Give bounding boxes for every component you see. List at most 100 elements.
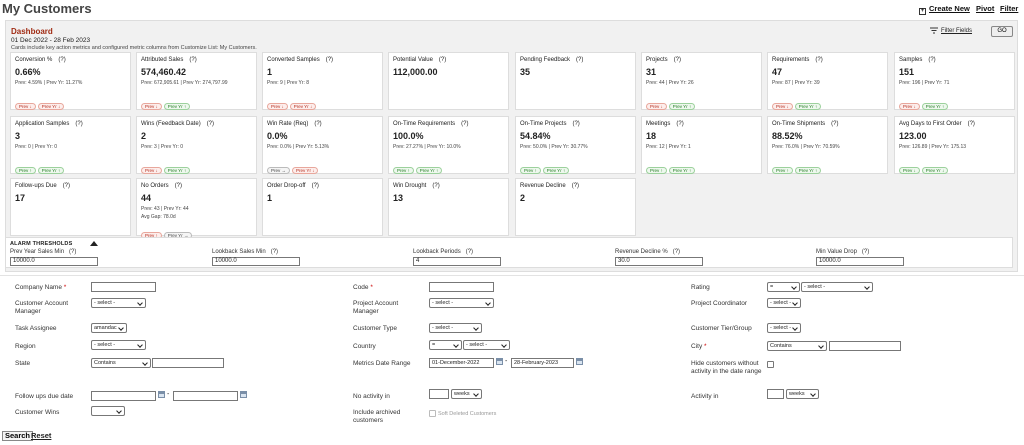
pivot-link[interactable]: Pivot [976, 4, 995, 13]
region-select[interactable]: - select - [91, 340, 146, 350]
metrics-date-to-input[interactable]: 28-February-2023 [511, 358, 574, 368]
metric-card-header: Avg Days to First Order (?) [899, 121, 975, 127]
help-icon[interactable]: (?) [206, 121, 215, 127]
help-icon[interactable]: (?) [572, 121, 580, 127]
code-input[interactable] [429, 282, 494, 292]
dashboard-note: Cards include key action metrics and con… [11, 45, 257, 51]
calendar-icon[interactable] [496, 358, 503, 365]
help-icon[interactable]: (?) [438, 57, 447, 63]
no-activity-unit-select[interactable]: weeks [451, 389, 482, 399]
metric-card-badges: Prev ↑ Prev Yr ↑ [393, 159, 444, 177]
soft-deleted-checkbox[interactable] [429, 410, 436, 417]
filter-fields-link[interactable]: Filter Fields [941, 28, 973, 34]
help-icon[interactable]: (?) [967, 121, 975, 127]
help-icon[interactable]: (?) [815, 57, 823, 63]
rating-select[interactable]: - select - [801, 282, 873, 292]
activity-in-count-input[interactable] [767, 389, 784, 399]
help-icon[interactable]: (?) [174, 183, 183, 189]
customer-tier-group-select[interactable]: - select - [767, 323, 801, 333]
follow-ups-from-input[interactable] [91, 391, 156, 401]
help-icon[interactable]: (?) [62, 183, 71, 189]
calendar-icon[interactable] [576, 358, 583, 365]
customer-tier-group-label: Customer Tier/Group [691, 325, 752, 332]
help-icon[interactable]: (?) [311, 183, 319, 189]
metric-card-comparison: Prev: 43 | Prev Yr: 44 [141, 206, 189, 212]
metric-card-label: On-Time Shipments [772, 121, 826, 127]
help-icon[interactable]: (?) [676, 121, 684, 127]
trend-badge: Prev Yr ↑ [37, 167, 65, 174]
alarm-field-input[interactable]: 10000.0 [816, 257, 904, 266]
alarm-field-input[interactable]: 30.0 [615, 257, 703, 266]
metric-card: Wins (Feedback Date) (?) 2 Prev: 3 | Prev Y… [136, 116, 257, 174]
metric-card: Follow-ups Due (?) 17 [10, 178, 131, 236]
company-name-input[interactable] [91, 282, 156, 292]
customer-account-manager-select[interactable]: - select - [91, 298, 146, 308]
search-button[interactable]: Search [2, 431, 34, 441]
trend-badge: Prev ↑ [15, 167, 36, 174]
help-icon[interactable]: (?) [270, 249, 279, 255]
metric-card-header: Application Samples (?) [15, 121, 83, 127]
help-icon[interactable]: (?) [928, 57, 936, 63]
help-icon[interactable]: (?) [314, 121, 322, 127]
hide-customers-checkbox[interactable] [767, 361, 774, 368]
customer-type-select[interactable]: - select - [429, 323, 482, 333]
create-new-link[interactable]: + Create New [919, 4, 970, 15]
metric-card-badges: Prev ↑ Prev Yr ↑ [646, 159, 697, 177]
alarm-field-label-text: Lookback Periods [413, 249, 461, 255]
metric-card-header: Conversion % (?) [15, 57, 66, 63]
trend-badge: Prev → [267, 167, 291, 174]
metric-card-comparison: Prev: 76.0% | Prev Yr: 70.59% [772, 144, 840, 150]
metrics-date-from-input[interactable]: 01-December-2022 [429, 358, 494, 368]
trend-badge: Prev ↑ [772, 167, 793, 174]
help-icon[interactable]: (?) [831, 121, 839, 127]
help-icon[interactable]: (?) [673, 57, 682, 63]
help-icon[interactable]: (?) [461, 121, 469, 127]
country-operator-select[interactable]: = [429, 340, 462, 350]
city-input[interactable] [829, 341, 901, 351]
city-operator-select[interactable]: Contains [767, 341, 827, 351]
alarm-field-input[interactable]: 10000.0 [212, 257, 300, 266]
calendar-icon[interactable] [240, 391, 247, 398]
help-icon[interactable]: (?) [75, 121, 83, 127]
metric-card-comparison: Prev: 4.59% | Prev Yr: 11.27% [15, 80, 83, 86]
trend-badge: Prev ↓ [15, 103, 36, 110]
help-icon[interactable]: (?) [465, 249, 474, 255]
follow-ups-to-input[interactable] [173, 391, 238, 401]
help-icon[interactable]: (?) [69, 249, 77, 255]
metric-card-value: 54.84% [520, 131, 551, 141]
help-icon[interactable]: (?) [58, 57, 66, 63]
go-button[interactable]: GO [991, 26, 1013, 37]
collapse-caret-icon[interactable] [90, 241, 98, 246]
alarm-field-label-text: Lookback Sales Min [212, 249, 266, 255]
no-activity-count-input[interactable] [429, 389, 449, 399]
task-assignee-select[interactable]: amandac [91, 323, 127, 333]
metric-card-comparison: Prev: 672,905.61 | Prev Yr: 274,797.99 [141, 80, 228, 86]
help-icon[interactable]: (?) [576, 57, 584, 63]
state-operator-select[interactable]: Contains [91, 358, 151, 368]
metric-card-header: Samples (?) [899, 57, 936, 63]
metric-card-header: Converted Samples (?) [267, 57, 333, 63]
metric-card-value: 574,460.42 [141, 67, 187, 77]
activity-in-unit-select[interactable]: weeks [786, 389, 819, 399]
metric-card-label: Revenue Decline [520, 183, 566, 189]
help-icon[interactable]: (?) [189, 57, 197, 63]
project-coordinator-select[interactable]: - select - [767, 298, 801, 308]
filter-link[interactable]: Filter [1000, 4, 1019, 13]
help-icon[interactable]: (?) [571, 183, 580, 189]
state-input[interactable] [152, 358, 224, 368]
customer-wins-select[interactable] [91, 406, 125, 416]
project-account-manager-select[interactable]: - select - [429, 298, 494, 308]
alarm-field-input[interactable]: 4 [413, 257, 501, 266]
metric-card-header: Attributed Sales (?) [141, 57, 197, 63]
alarm-field-input[interactable]: 10000.0 [10, 257, 98, 266]
calendar-icon[interactable] [158, 391, 165, 398]
help-icon[interactable]: (?) [672, 249, 681, 255]
help-icon[interactable]: (?) [325, 57, 334, 63]
help-icon[interactable]: (?) [432, 183, 440, 189]
help-icon[interactable]: (?) [861, 249, 870, 255]
range-dash: - [505, 358, 508, 365]
country-select[interactable]: - select - [463, 340, 510, 350]
reset-link[interactable]: Reset [31, 431, 52, 440]
metric-card-comparison: Prev: 27.27% | Prev Yr: 10.0% [393, 144, 461, 150]
rating-operator-select[interactable]: = [767, 282, 800, 292]
